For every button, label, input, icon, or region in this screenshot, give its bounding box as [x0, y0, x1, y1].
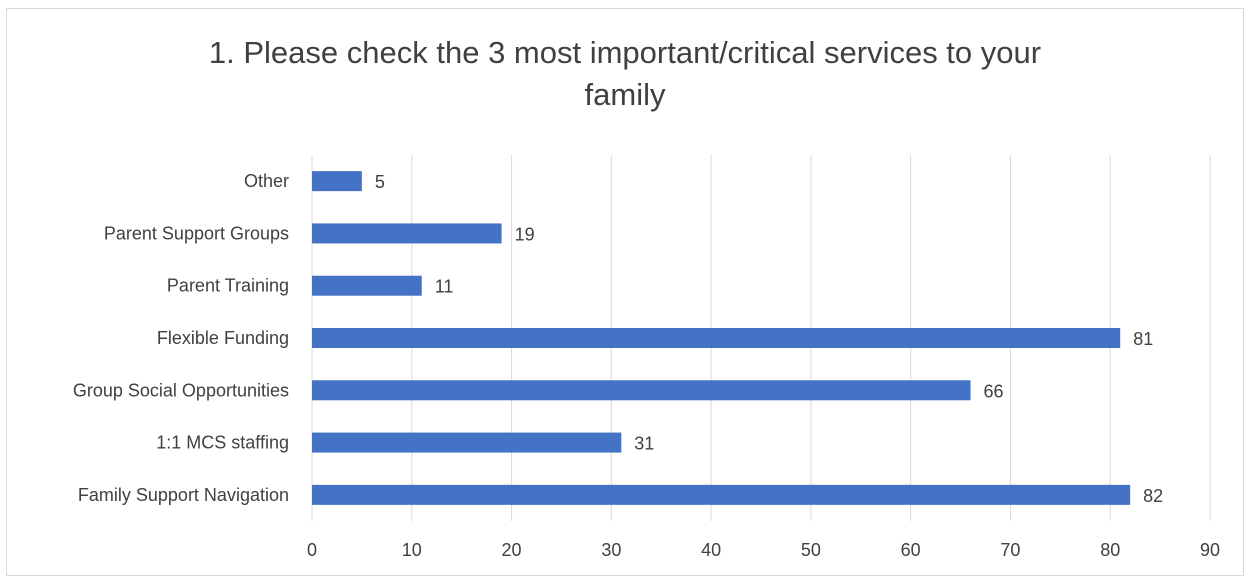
category-label: Flexible Funding [157, 328, 289, 348]
bar [312, 171, 362, 192]
x-tick-label: 40 [701, 540, 721, 560]
category-labels: Other Parent Support Groups Parent Trainin… [73, 171, 289, 505]
data-labels: 5 19 11 81 66 31 82 [375, 172, 1163, 506]
category-label: Family Support Navigation [78, 485, 289, 505]
data-label: 66 [984, 381, 1004, 401]
data-label: 19 [515, 224, 535, 244]
bar [312, 275, 422, 296]
bar [312, 432, 622, 453]
x-tick-label: 60 [901, 540, 921, 560]
chart-title-line-2: family [584, 77, 666, 112]
x-tick-label: 0 [307, 540, 317, 560]
x-tick-label: 80 [1100, 540, 1120, 560]
chart-title-line-1: 1. Please check the 3 most important/cri… [208, 35, 1042, 70]
data-label: 81 [1133, 329, 1153, 349]
bar [312, 380, 971, 401]
bar [312, 484, 1131, 505]
x-tick-label: 30 [601, 540, 621, 560]
category-label: Other [244, 171, 289, 191]
data-label: 82 [1143, 486, 1163, 506]
bar [312, 328, 1121, 348]
x-tick-label: 90 [1200, 540, 1220, 560]
category-label: Parent Training [167, 276, 289, 296]
x-tick-label: 70 [1000, 540, 1020, 560]
category-label: 1:1 MCS staffing [156, 433, 289, 453]
data-label: 31 [634, 434, 654, 454]
chart-frame [6, 8, 1244, 576]
bar [312, 223, 502, 244]
category-label: Parent Support Groups [104, 223, 289, 243]
category-label: Group Social Opportunities [73, 380, 289, 400]
chart-title: 1. Please check the 3 most important/cri… [0, 32, 1250, 116]
x-tick-labels: 0 10 20 30 40 50 60 70 80 90 [307, 540, 1220, 560]
x-tick-label: 10 [402, 540, 422, 560]
x-tick-label: 50 [801, 540, 821, 560]
bars [312, 171, 1131, 505]
data-label: 5 [375, 172, 385, 192]
x-tick-label: 20 [502, 540, 522, 560]
data-label: 11 [435, 277, 454, 297]
